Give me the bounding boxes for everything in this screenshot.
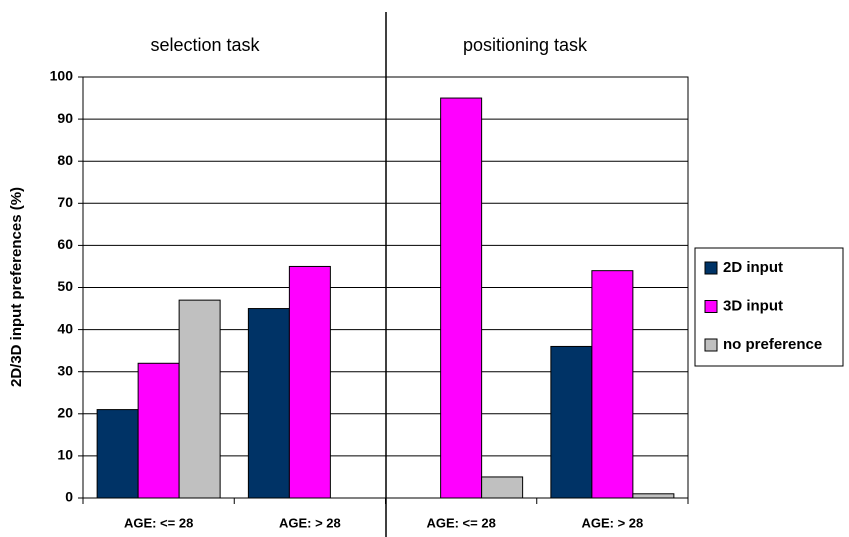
- group-title: selection task: [150, 35, 260, 55]
- y-tick-label: 0: [65, 489, 73, 505]
- legend-label: no preference: [723, 336, 822, 353]
- y-tick-label: 100: [50, 68, 74, 84]
- y-tick-label: 60: [57, 236, 73, 252]
- y-tick-label: 90: [57, 110, 73, 126]
- bar: [481, 476, 524, 499]
- bar: [247, 308, 290, 499]
- legend-box: [694, 247, 844, 367]
- x-tick-label: AGE: > 28: [581, 515, 643, 530]
- legend-label: 2D input: [723, 259, 783, 276]
- bar: [550, 345, 593, 499]
- y-tick-label: 10: [57, 447, 73, 463]
- x-tick-label: AGE: <= 28: [124, 515, 193, 530]
- legend-swatch: [704, 338, 718, 352]
- bar: [440, 97, 483, 499]
- x-tick-label: AGE: <= 28: [426, 515, 495, 530]
- y-tick-label: 50: [57, 278, 73, 294]
- bar: [178, 299, 221, 499]
- y-tick-label: 40: [57, 320, 73, 336]
- bar: [288, 265, 331, 499]
- legend-swatch: [704, 261, 718, 275]
- y-axis-label: 2D/3D input preferences (%): [8, 187, 25, 387]
- bar: [137, 362, 180, 499]
- y-tick-label: 20: [57, 405, 73, 421]
- legend-swatch: [704, 300, 718, 313]
- legend-label: 3D input: [723, 297, 783, 314]
- x-tick-label: AGE: > 28: [279, 515, 341, 530]
- bar: [591, 270, 634, 499]
- bar: [96, 409, 139, 499]
- y-tick-label: 30: [57, 362, 73, 378]
- bar: [632, 493, 675, 499]
- y-tick-label: 70: [57, 194, 73, 210]
- group-title: positioning task: [463, 35, 588, 55]
- y-tick-label: 80: [57, 152, 73, 168]
